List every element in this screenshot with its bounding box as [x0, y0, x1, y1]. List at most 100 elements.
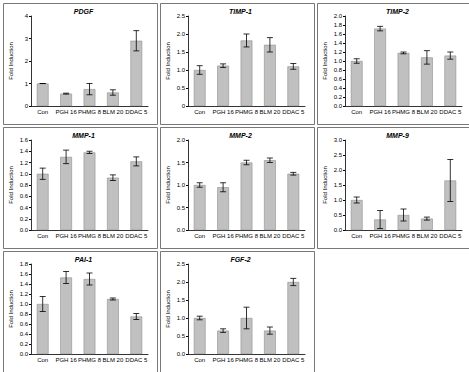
svg-text:0.0: 0.0	[177, 351, 186, 357]
svg-text:1.6: 1.6	[20, 271, 29, 277]
svg-text:FGF-2: FGF-2	[230, 256, 250, 263]
svg-text:1.6: 1.6	[334, 31, 343, 37]
svg-text:PGH 16: PGH 16	[212, 357, 234, 363]
svg-text:PGH 16: PGH 16	[212, 233, 234, 239]
svg-text:2.0: 2.0	[177, 279, 186, 285]
svg-text:2: 2	[25, 58, 29, 64]
svg-text:1: 1	[25, 81, 29, 87]
svg-text:0.2: 0.2	[20, 341, 29, 347]
svg-text:Con: Con	[194, 109, 205, 115]
svg-text:DDAC 5: DDAC 5	[439, 233, 462, 239]
svg-text:1.0: 1.0	[334, 197, 343, 203]
svg-text:BLM 20: BLM 20	[260, 357, 281, 363]
svg-text:PGH 16: PGH 16	[55, 109, 77, 115]
svg-text:2.5: 2.5	[177, 13, 186, 19]
svg-text:BLM 20: BLM 20	[417, 233, 438, 239]
svg-text:PDGF: PDGF	[74, 8, 94, 15]
svg-text:1.0: 1.0	[177, 182, 186, 188]
svg-text:1.5: 1.5	[177, 160, 186, 166]
svg-text:PHMG 8: PHMG 8	[392, 109, 416, 115]
svg-text:MMP-2: MMP-2	[229, 132, 252, 139]
svg-text:Con: Con	[351, 233, 362, 239]
svg-text:2.5: 2.5	[177, 261, 186, 267]
svg-text:BLM 20: BLM 20	[103, 357, 124, 363]
svg-text:0.0: 0.0	[177, 227, 186, 233]
svg-text:TIMP-2: TIMP-2	[386, 8, 409, 15]
svg-text:0.5: 0.5	[334, 212, 343, 218]
svg-text:PHMG 8: PHMG 8	[78, 233, 102, 239]
svg-text:0.5: 0.5	[177, 205, 186, 211]
svg-text:PHMG 8: PHMG 8	[392, 233, 416, 239]
svg-text:1.5: 1.5	[177, 297, 186, 303]
svg-text:0: 0	[182, 103, 186, 109]
svg-text:0.2: 0.2	[334, 94, 343, 100]
svg-text:PHMG 8: PHMG 8	[78, 357, 102, 363]
svg-text:DDAC 5: DDAC 5	[282, 109, 305, 115]
svg-text:1.0: 1.0	[177, 67, 186, 73]
svg-text:PHMG 8: PHMG 8	[235, 109, 259, 115]
svg-text:1.4: 1.4	[20, 148, 29, 154]
svg-text:0.4: 0.4	[20, 331, 29, 337]
svg-text:0.6: 0.6	[20, 321, 29, 327]
svg-text:0.0: 0.0	[334, 103, 343, 109]
svg-text:BLM 20: BLM 20	[103, 109, 124, 115]
svg-text:DDAC 5: DDAC 5	[282, 233, 305, 239]
svg-text:1.0: 1.0	[20, 171, 29, 177]
svg-text:PGH 16: PGH 16	[369, 233, 391, 239]
svg-text:DDAC 5: DDAC 5	[125, 357, 148, 363]
svg-text:1.0: 1.0	[20, 301, 29, 307]
svg-text:PGH 16: PGH 16	[369, 109, 391, 115]
svg-text:Con: Con	[37, 233, 48, 239]
svg-text:Fold Induction: Fold Induction	[165, 290, 171, 328]
svg-text:BLM 20: BLM 20	[260, 109, 281, 115]
svg-text:1.6: 1.6	[20, 137, 29, 143]
svg-text:1.4: 1.4	[334, 40, 343, 46]
svg-text:0.6: 0.6	[20, 193, 29, 199]
svg-text:TIMP-1: TIMP-1	[229, 8, 252, 15]
svg-text:PHMG 8: PHMG 8	[235, 233, 259, 239]
svg-text:1.5: 1.5	[334, 182, 343, 188]
svg-text:Fold Induction: Fold Induction	[8, 166, 14, 204]
svg-text:Fold Induction: Fold Induction	[322, 166, 328, 204]
svg-text:0.0: 0.0	[20, 227, 29, 233]
svg-text:Fold Induction: Fold Induction	[165, 166, 171, 204]
svg-text:Con: Con	[351, 109, 362, 115]
svg-text:Con: Con	[194, 357, 205, 363]
svg-text:DDAC 5: DDAC 5	[439, 109, 462, 115]
svg-text:DDAC 5: DDAC 5	[125, 109, 148, 115]
svg-text:1.4: 1.4	[20, 281, 29, 287]
svg-text:1.2: 1.2	[334, 49, 343, 55]
svg-text:2.0: 2.0	[334, 167, 343, 173]
svg-text:PGH 16: PGH 16	[55, 233, 77, 239]
svg-text:1.0: 1.0	[334, 58, 343, 64]
svg-text:1.8: 1.8	[334, 22, 343, 28]
svg-text:0.8: 0.8	[20, 182, 29, 188]
svg-text:MMP-1: MMP-1	[72, 132, 95, 139]
svg-text:MMP-9: MMP-9	[386, 132, 409, 139]
svg-text:DDAC 5: DDAC 5	[125, 233, 148, 239]
svg-text:BLM 20: BLM 20	[260, 233, 281, 239]
svg-text:0.0: 0.0	[334, 227, 343, 233]
svg-text:2.0: 2.0	[177, 137, 186, 143]
svg-text:Fold Induction: Fold Induction	[8, 42, 14, 80]
svg-text:Fold Induction: Fold Induction	[322, 42, 328, 80]
svg-text:Con: Con	[37, 109, 48, 115]
svg-text:2.0: 2.0	[334, 13, 343, 19]
svg-text:Fold Induction: Fold Induction	[8, 290, 14, 328]
svg-text:0.8: 0.8	[20, 311, 29, 317]
svg-text:Fold Induction: Fold Induction	[165, 42, 171, 80]
svg-text:PGH 16: PGH 16	[212, 109, 234, 115]
svg-text:1.8: 1.8	[20, 261, 29, 267]
svg-text:BLM 20: BLM 20	[103, 233, 124, 239]
svg-text:0.4: 0.4	[334, 85, 343, 91]
svg-text:1.5: 1.5	[177, 49, 186, 55]
svg-text:0.5: 0.5	[177, 333, 186, 339]
svg-text:1.2: 1.2	[20, 291, 29, 297]
svg-text:2.5: 2.5	[334, 152, 343, 158]
svg-text:PAI-1: PAI-1	[75, 256, 92, 263]
svg-text:BLM 20: BLM 20	[417, 109, 438, 115]
svg-text:0.6: 0.6	[334, 76, 343, 82]
svg-text:3.0: 3.0	[334, 137, 343, 143]
svg-text:0.2: 0.2	[20, 216, 29, 222]
svg-text:PHMG 8: PHMG 8	[78, 109, 102, 115]
